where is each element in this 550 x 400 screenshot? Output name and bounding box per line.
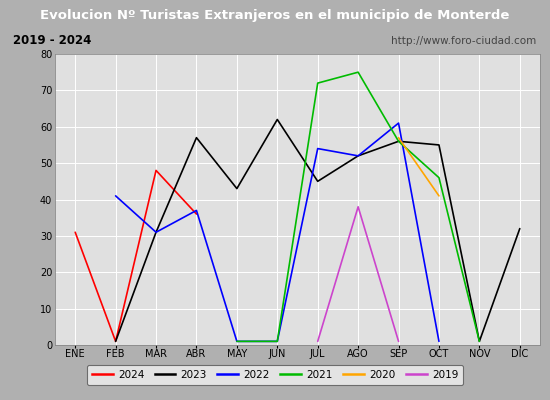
Text: Evolucion Nº Turistas Extranjeros en el municipio de Monterde: Evolucion Nº Turistas Extranjeros en el … bbox=[40, 10, 510, 22]
Legend: 2024, 2023, 2022, 2021, 2020, 2019: 2024, 2023, 2022, 2021, 2020, 2019 bbox=[86, 365, 464, 385]
Text: http://www.foro-ciudad.com: http://www.foro-ciudad.com bbox=[392, 36, 537, 46]
Text: 2019 - 2024: 2019 - 2024 bbox=[13, 34, 92, 48]
